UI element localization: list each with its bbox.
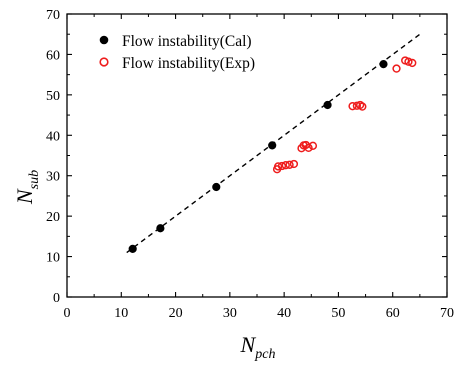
cal-data-point (156, 224, 165, 233)
y-tick-label: 30 (46, 170, 60, 185)
y-axis-ticks: 0 10 20 30 40 50 60 70 (46, 8, 447, 306)
y-axis-title-main: N (12, 188, 37, 205)
svg-text:Nsub: Nsub (12, 170, 42, 205)
x-tick-label: 20 (169, 306, 183, 321)
exp-data-point (277, 161, 287, 171)
cal-data-point (268, 141, 277, 150)
y-tick-label: 10 (46, 251, 60, 266)
legend-marker-exp (99, 57, 109, 67)
x-tick-label: 0 (64, 306, 71, 321)
exp-data-point (289, 159, 299, 169)
x-tick-label: 40 (277, 306, 291, 321)
exp-data-point (285, 160, 294, 169)
x-axis-title-sub: pch (254, 347, 275, 362)
cal-data-point (212, 182, 221, 192)
cal-data-point (323, 100, 332, 110)
svg-text:Npch: Npch (240, 332, 276, 362)
y-tick-label: 70 (46, 8, 60, 23)
data-points-layer (128, 56, 417, 253)
exp-data-point (274, 162, 283, 171)
x-tick-label: 10 (114, 306, 128, 321)
exp-data-point (348, 102, 357, 111)
x-tick-label: 70 (440, 306, 454, 321)
cal-data-point (379, 60, 388, 69)
x-axis-ticks: 0 10 20 30 40 50 60 70 (64, 14, 454, 321)
y-axis-title-sub: sub (27, 170, 42, 189)
legend-label-cal: Flow instability(Cal) (122, 33, 252, 50)
exp-data-point (281, 161, 290, 170)
exp-data-point (352, 101, 362, 110)
cal-data-point (128, 244, 137, 253)
y-axis-title: Nsub (12, 170, 42, 205)
y-tick-label: 50 (46, 89, 60, 104)
legend-marker-cal (99, 35, 109, 45)
y-tick-label: 20 (46, 210, 60, 225)
exp-data-point (408, 58, 417, 68)
exp-data-point (304, 143, 313, 152)
x-tick-label: 60 (386, 306, 400, 321)
exp-data-point (308, 141, 318, 150)
x-axis-title: Npch (240, 332, 276, 362)
x-axis-title-main: N (240, 332, 257, 357)
y-tick-label: 40 (46, 129, 60, 144)
legend: Flow instability(Cal) Flow instability(E… (99, 33, 255, 72)
x-tick-label: 50 (331, 306, 345, 321)
exp-data-point (392, 64, 401, 73)
exp-data-point (358, 102, 367, 111)
y-tick-label: 60 (46, 48, 60, 63)
y-tick-label: 0 (53, 291, 60, 306)
legend-label-exp: Flow instability(Exp) (122, 55, 255, 72)
x-tick-label: 30 (223, 306, 237, 321)
exp-data-point (404, 57, 413, 66)
